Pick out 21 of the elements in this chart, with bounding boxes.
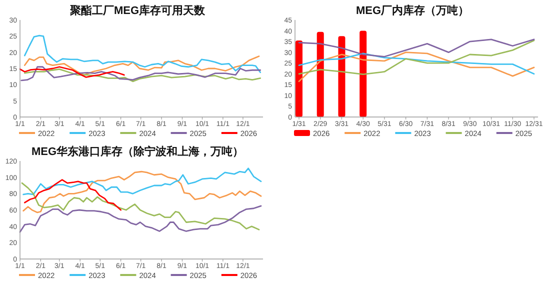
bar bbox=[296, 40, 302, 117]
chart-title: MEG厂内库存（万吨） bbox=[356, 4, 470, 17]
line-series bbox=[21, 182, 260, 230]
line-series bbox=[24, 179, 122, 211]
bar bbox=[338, 36, 346, 117]
line-series bbox=[20, 66, 262, 82]
line-series bbox=[24, 56, 260, 76]
chart-title: MEG华东港口库存（除宁波和上海，万吨） bbox=[31, 145, 244, 158]
line-series bbox=[298, 52, 535, 82]
line-series bbox=[298, 38, 535, 58]
line-series bbox=[19, 66, 125, 78]
line-series bbox=[22, 168, 262, 196]
line-series bbox=[22, 170, 262, 214]
bar bbox=[316, 32, 324, 117]
line-series bbox=[24, 34, 262, 74]
line-series bbox=[19, 205, 262, 233]
chart-title: 聚酯工厂MEG库存可用天数 bbox=[68, 4, 206, 17]
line-series bbox=[298, 40, 535, 76]
line-series bbox=[24, 68, 262, 82]
bar bbox=[360, 30, 367, 117]
line-series bbox=[298, 52, 535, 75]
